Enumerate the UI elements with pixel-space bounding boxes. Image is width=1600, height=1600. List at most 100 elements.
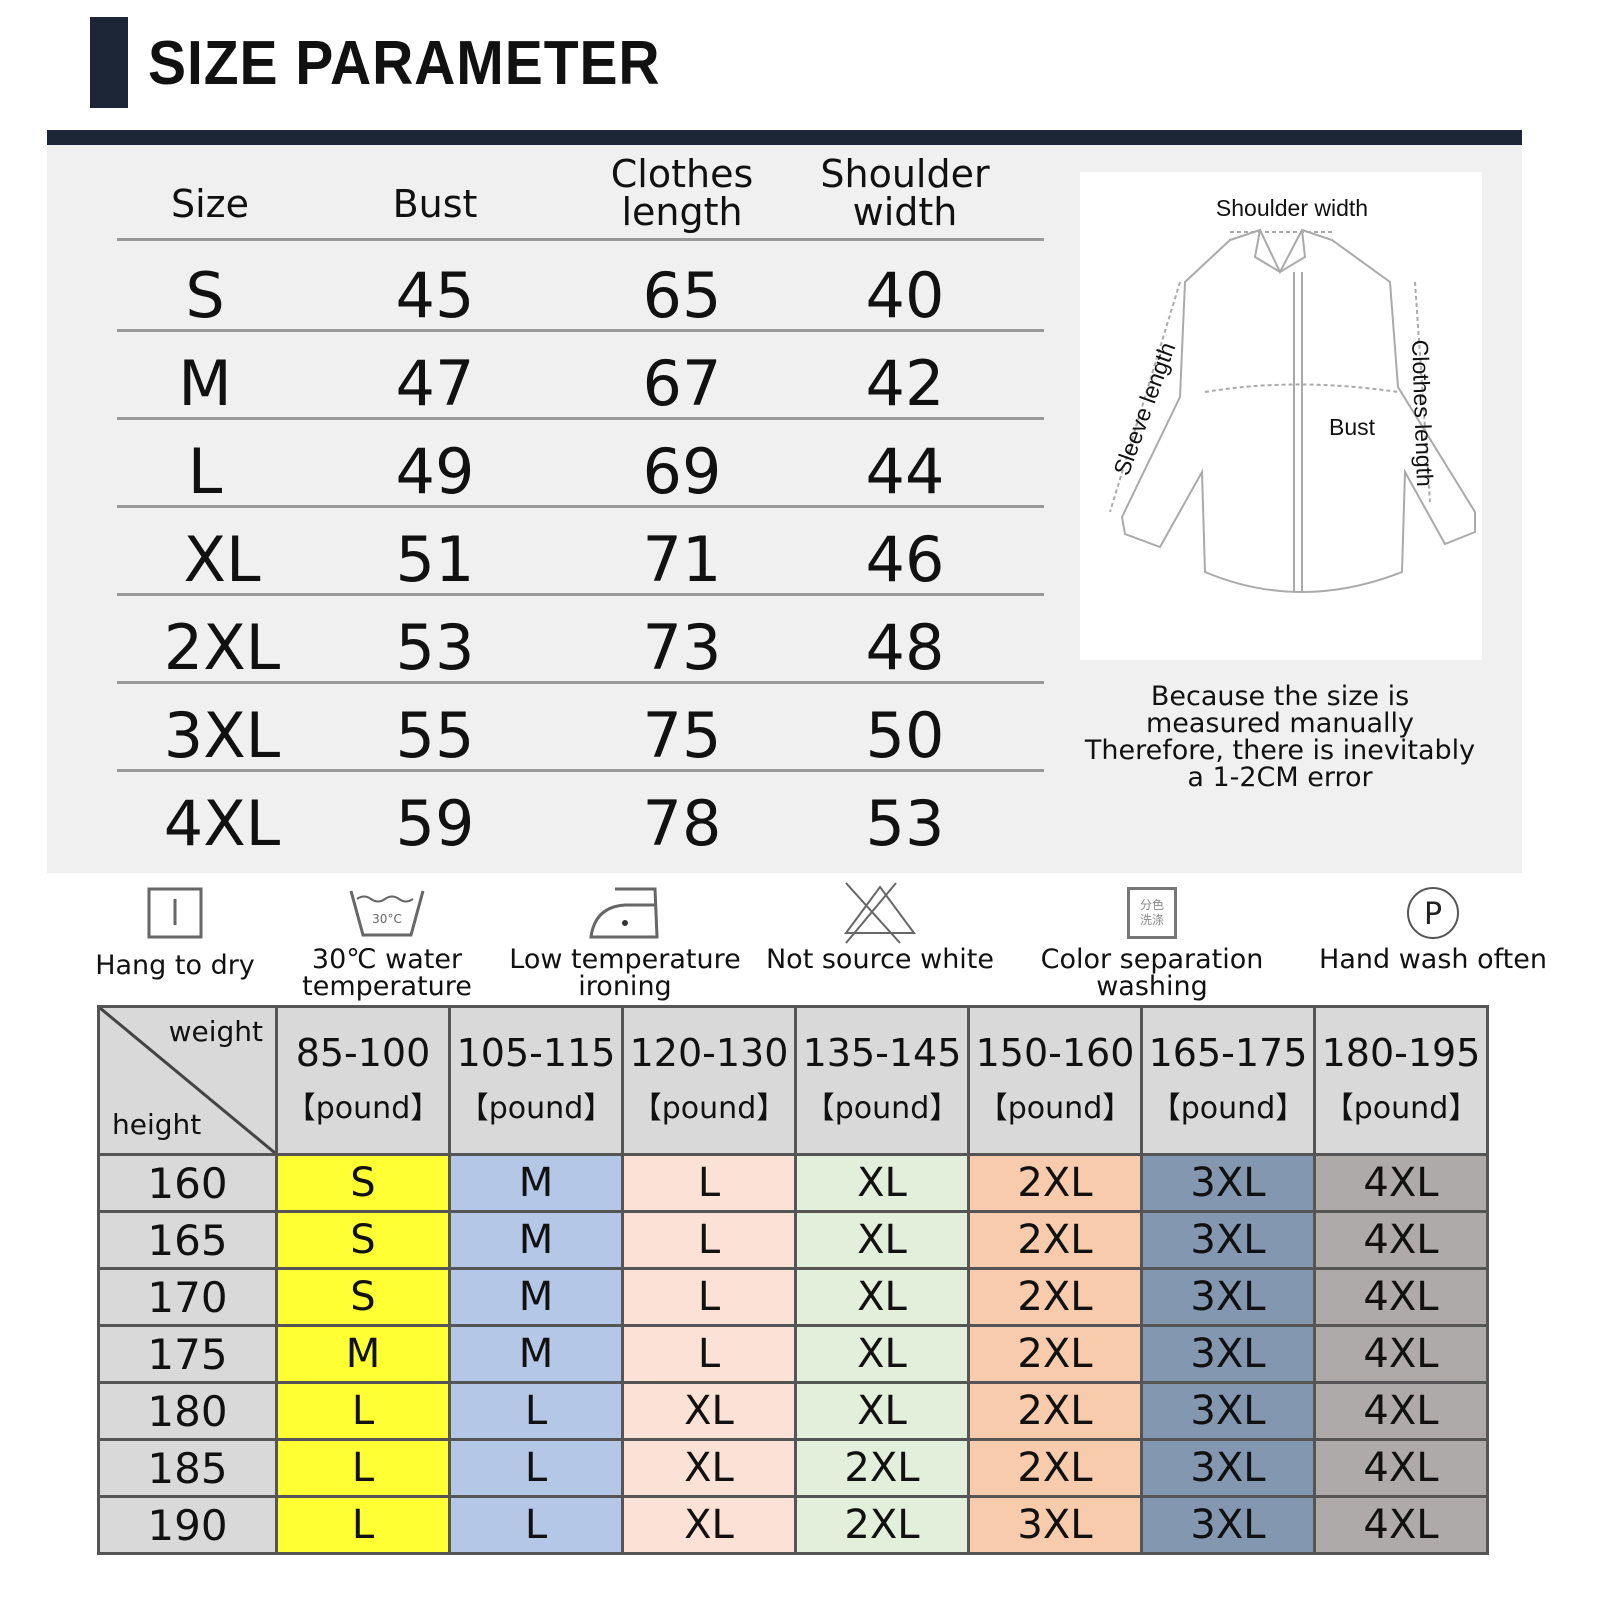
- table-row: 175 M M L XL 2XL 3XL 4XL: [97, 1324, 1489, 1384]
- low-iron-icon: [500, 880, 750, 946]
- size-cell: 2XL: [967, 1324, 1143, 1384]
- weight-header: 150-160 【pound】: [967, 1005, 1143, 1156]
- size-cell: 2XL: [967, 1210, 1143, 1270]
- care-hang-dry: Hang to dry: [50, 880, 300, 979]
- care-label: Hang to dry: [95, 950, 255, 981]
- size-cell: 3XL: [1140, 1324, 1316, 1384]
- care-label: 30℃ water temperature: [302, 944, 472, 1002]
- corner-cell: weight height: [97, 1005, 278, 1156]
- table-row: 185 L L XL 2XL 2XL 3XL 4XL: [97, 1438, 1489, 1498]
- size-cell: 55: [395, 699, 475, 772]
- size-cell: L: [621, 1210, 797, 1270]
- size-cell: 50: [865, 699, 945, 772]
- note-line: Therefore, there is inevitably: [1084, 735, 1476, 766]
- care-hand-wash: P Hand wash often: [1308, 880, 1558, 973]
- wash-temp-text: 30°C: [372, 912, 402, 926]
- care-label: Low temperature ironing: [509, 944, 741, 1002]
- size-cell: 3XL: [1140, 1381, 1316, 1441]
- size-cell: S: [185, 259, 225, 332]
- size-cell: 69: [642, 435, 722, 508]
- size-cell: 2XL: [794, 1495, 970, 1555]
- height-axis-label: height: [112, 1108, 202, 1141]
- note-line: a 1-2CM error: [1187, 762, 1373, 793]
- weight-header: 85-100 【pound】: [275, 1005, 451, 1156]
- shirt-diagram: Shoulder width Bust Sleeve length Clothe…: [1080, 172, 1482, 660]
- size-cell: 3XL: [1140, 1495, 1316, 1555]
- size-cell: 4XL: [1313, 1381, 1489, 1441]
- size-header: Bust: [392, 182, 478, 226]
- size-cell: M: [448, 1267, 624, 1327]
- size-cell: L: [448, 1438, 624, 1498]
- size-cell: 65: [642, 259, 722, 332]
- title-accent-bar: [90, 17, 128, 108]
- size-cell: 40: [865, 259, 945, 332]
- size-header: Shoulder width: [820, 152, 990, 234]
- size-cell: L: [621, 1267, 797, 1327]
- measurement-note: Because the size is measured manually Th…: [1060, 683, 1500, 791]
- weight-range: 135-145: [802, 1030, 962, 1075]
- weight-range: 165-175: [1148, 1030, 1308, 1075]
- size-cell: 45: [395, 259, 475, 332]
- size-cell: S: [275, 1267, 451, 1327]
- size-cell: 51: [395, 523, 475, 596]
- size-cell: L: [621, 1153, 797, 1213]
- height-cell: 185: [97, 1438, 278, 1498]
- page-title: SIZE PARAMETER: [148, 29, 661, 98]
- table-row: 180 L L XL XL 2XL 3XL 4XL: [97, 1381, 1489, 1441]
- divider: [117, 238, 1044, 241]
- weight-range: 105-115: [456, 1030, 616, 1075]
- size-cell: 4XL: [1313, 1153, 1489, 1213]
- weight-header: 120-130 【pound】: [621, 1005, 797, 1156]
- size-cell: 2XL: [794, 1438, 970, 1498]
- size-cell: 73: [642, 611, 722, 684]
- weight-header: 135-145 【pound】: [794, 1005, 970, 1156]
- care-wash-30: 30°C 30℃ water temperature: [262, 880, 512, 1000]
- size-cell: L: [187, 435, 223, 508]
- size-cell: 4XL: [163, 787, 281, 860]
- care-label: Color separation washing: [1040, 944, 1264, 1002]
- size-cell: 4XL: [1313, 1267, 1489, 1327]
- divider: [47, 130, 1522, 145]
- height-cell: 165: [97, 1210, 278, 1270]
- size-cell: 46: [865, 523, 945, 596]
- note-line: Because the size is: [1150, 681, 1410, 712]
- height-cell: 170: [97, 1267, 278, 1327]
- size-cell: XL: [621, 1381, 797, 1441]
- divider: [117, 505, 1044, 508]
- size-cell: S: [275, 1210, 451, 1270]
- weight-header: 165-175 【pound】: [1140, 1005, 1316, 1156]
- size-cell: L: [275, 1381, 451, 1441]
- size-cell: M: [178, 347, 232, 420]
- size-cell: 71: [642, 523, 722, 596]
- size-cell: 2XL: [163, 611, 281, 684]
- wash-30-icon: 30°C: [262, 880, 512, 946]
- divider: [117, 681, 1044, 684]
- table-row: 160 S M L XL 2XL 3XL 4XL: [97, 1153, 1489, 1213]
- size-cell: L: [448, 1495, 624, 1555]
- size-cell: 49: [395, 435, 475, 508]
- weight-unit: 【pound】: [804, 1090, 960, 1126]
- note-line: measured manually: [1145, 708, 1415, 739]
- size-cell: 3XL: [1140, 1153, 1316, 1213]
- size-cell: M: [448, 1153, 624, 1213]
- care-no-bleach: Not source white: [755, 880, 1005, 973]
- height-cell: 190: [97, 1495, 278, 1555]
- weight-unit: 【pound】: [285, 1090, 441, 1126]
- size-cell: 3XL: [1140, 1210, 1316, 1270]
- p-symbol-text: P: [1424, 897, 1442, 932]
- separate-wash-icon: 分色洗涤: [1027, 880, 1277, 946]
- size-cell: 3XL: [1140, 1438, 1316, 1498]
- size-cell: 3XL: [967, 1495, 1143, 1555]
- size-cell: XL: [621, 1495, 797, 1555]
- size-cell: XL: [794, 1381, 970, 1441]
- weight-header: 105-115 【pound】: [448, 1005, 624, 1156]
- separate-wash-text: 分色洗涤: [1139, 898, 1164, 927]
- no-bleach-icon: [755, 880, 1005, 946]
- professional-clean-icon: P: [1308, 880, 1558, 946]
- table-row: 190 L L XL 2XL 3XL 3XL 4XL: [97, 1495, 1489, 1555]
- size-cell: L: [275, 1495, 451, 1555]
- length-label: Clothes length: [1407, 339, 1438, 487]
- size-cell: XL: [183, 523, 261, 596]
- size-cell: 2XL: [967, 1153, 1143, 1213]
- size-cell: M: [448, 1210, 624, 1270]
